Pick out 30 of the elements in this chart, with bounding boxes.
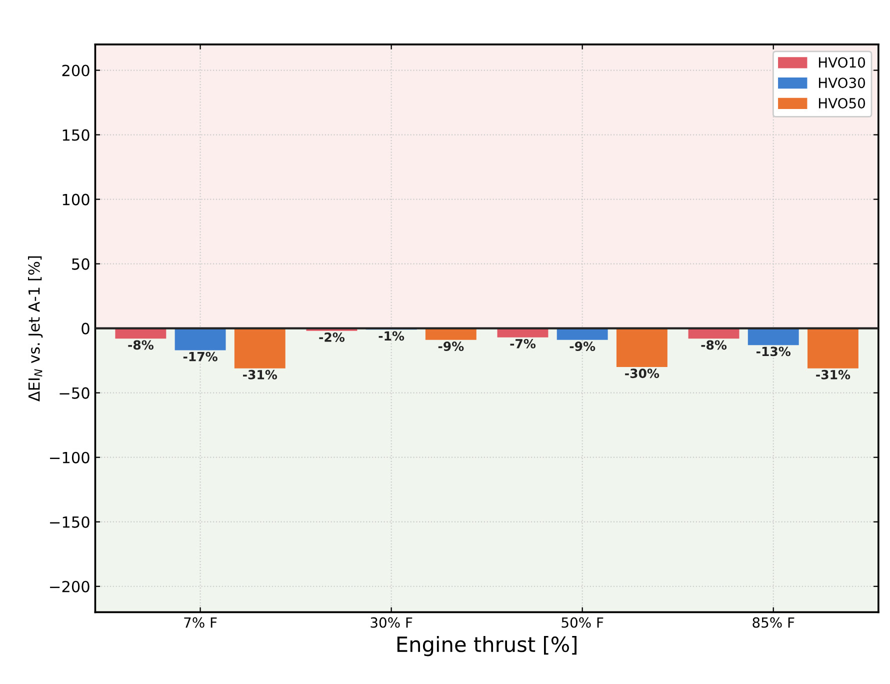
data-label: -17% [183,352,218,362]
data-label: -7% [510,338,536,348]
data-label: -31% [816,370,850,380]
legend-label: HVO30 [818,78,866,88]
y-tick-label: −200 [50,580,90,592]
y-tick-label: 50 [72,258,90,270]
y-tick-label: 100 [62,194,90,206]
data-label: -30% [625,368,660,378]
x-axis-title: Engine thrust [%] [397,636,576,656]
y-tick-label: −50 [60,387,90,399]
data-label: -8% [128,340,154,350]
data-label: -9% [438,342,464,351]
data-label: -13% [756,346,791,356]
legend-label: HVO10 [818,57,866,68]
legend-label: HVO50 [818,98,866,108]
data-label: -1% [378,331,404,341]
x-tick-label: 30% F [370,617,412,628]
x-tick-label: 85% F [752,617,794,628]
y-tick-label: −100 [50,452,90,464]
data-label: -9% [570,342,596,351]
y-axis-title: ΔEI$_{N}$ vs. Jet A-1 [%] [28,256,43,402]
y-tick-label: 0 [82,322,90,334]
data-label: -31% [243,370,278,380]
data-label: -2% [319,332,345,342]
x-tick-label: 50% F [562,617,604,628]
y-tick-label: −150 [50,516,90,528]
y-tick-label: 150 [62,129,90,141]
data-label: -8% [701,340,727,350]
x-tick-label: 7% F [184,617,217,628]
y-tick-label: 200 [62,64,90,76]
